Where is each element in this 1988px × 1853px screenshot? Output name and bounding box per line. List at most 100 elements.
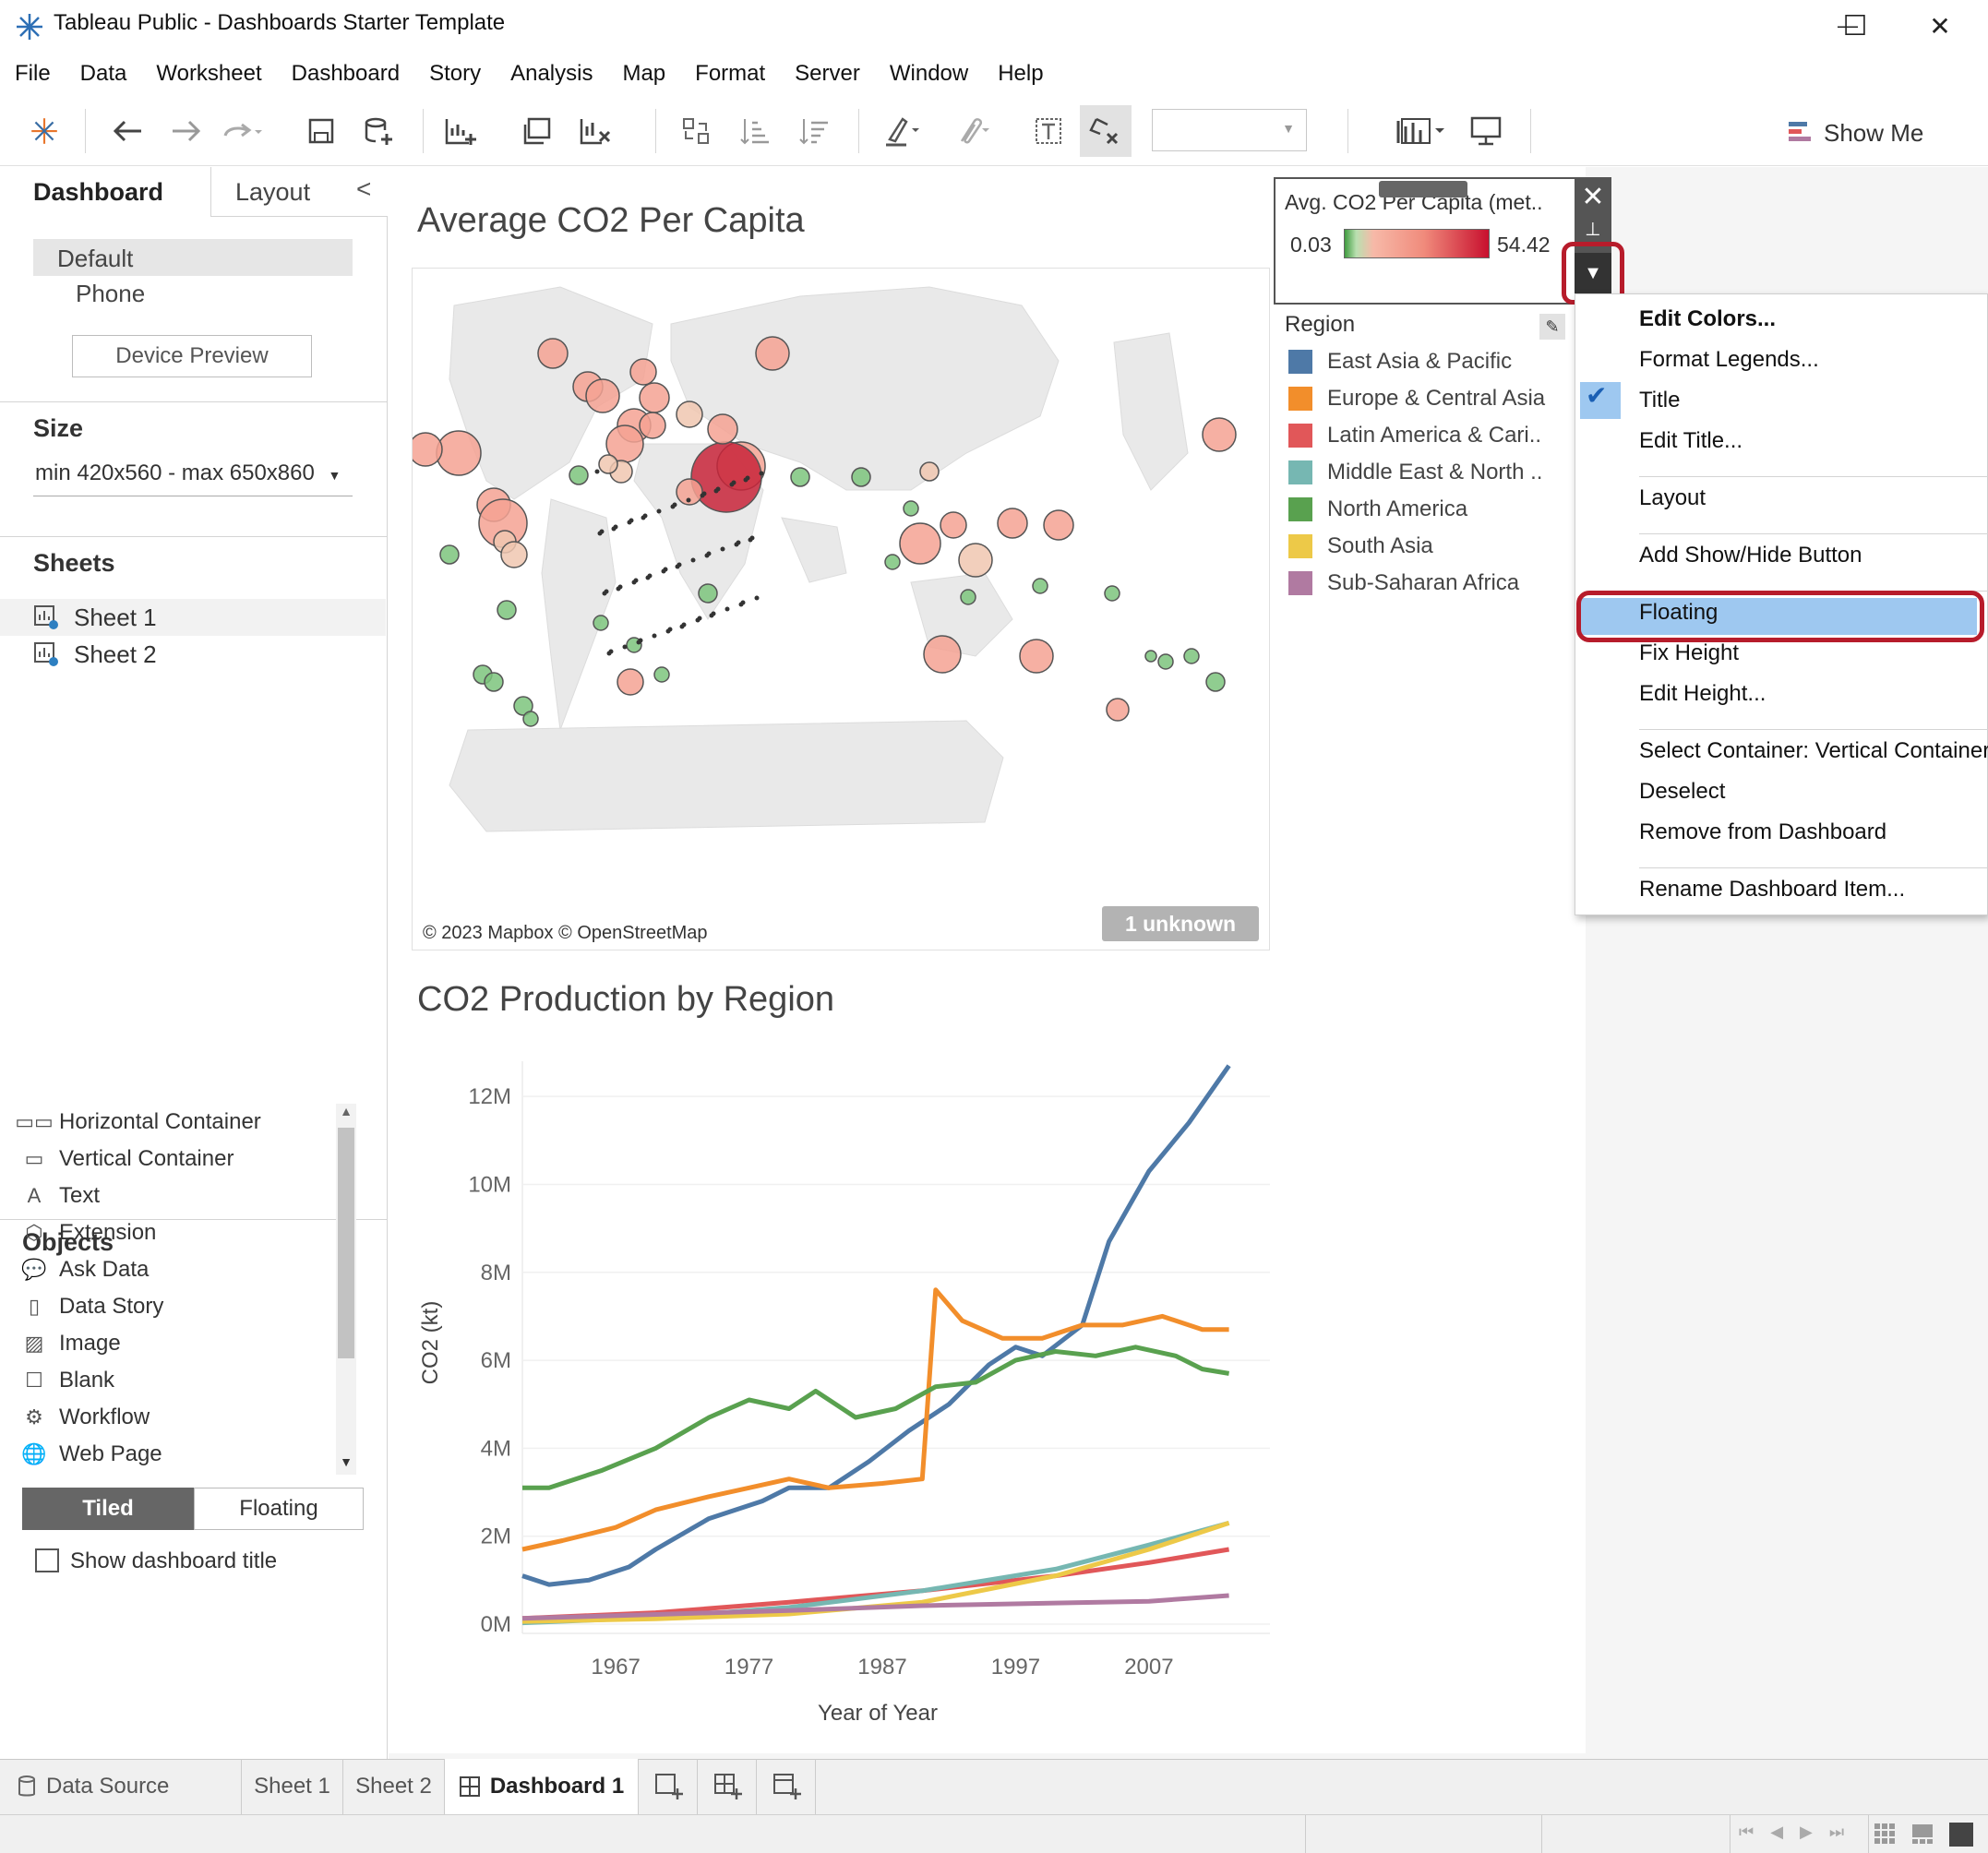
sheet-item-1[interactable]: Sheet 1 (0, 599, 386, 636)
remove-legend-icon[interactable]: ✕ (1581, 182, 1605, 212)
country-circle[interactable] (698, 583, 718, 604)
ctx-item-floating[interactable]: Floating (1639, 600, 1719, 625)
show-labels-icon[interactable] (1028, 111, 1069, 151)
country-circle[interactable] (484, 672, 504, 692)
country-circle[interactable] (513, 696, 533, 716)
country-circle[interactable] (569, 465, 589, 485)
country-dot[interactable] (695, 617, 701, 623)
country-dot[interactable] (743, 477, 748, 483)
country-circle[interactable] (903, 500, 919, 517)
ctx-item-layout[interactable]: Layout (1639, 485, 1707, 510)
country-dot[interactable] (686, 497, 691, 503)
sort-ascending-icon[interactable] (735, 111, 775, 151)
object-blank[interactable]: ☐ Blank (22, 1362, 336, 1399)
country-dot[interactable] (631, 580, 637, 585)
series-line-east-asia-pacific[interactable] (521, 1064, 1231, 1587)
country-dot[interactable] (645, 575, 651, 580)
object-workflow[interactable]: ⚙ Workflow (22, 1399, 336, 1436)
scroll-down-icon[interactable]: ▼ (340, 1454, 353, 1469)
series-line-south-asia[interactable] (521, 1521, 1230, 1624)
country-circle[interactable] (593, 615, 609, 631)
country-dot[interactable] (729, 482, 735, 487)
menu-data[interactable]: Data (79, 61, 127, 86)
country-circle[interactable] (919, 461, 940, 482)
country-circle[interactable] (653, 666, 670, 683)
legend-item[interactable]: Sub-Saharan Africa (1288, 565, 1519, 602)
tab-layout[interactable]: Layout (210, 167, 388, 217)
legend-item[interactable]: East Asia & Pacific (1288, 343, 1512, 380)
clear-sheet-icon[interactable] (576, 111, 617, 151)
undo-icon[interactable] (107, 111, 148, 151)
size-dropdown[interactable]: min 420x560 - max 650x860 ▼ (35, 460, 341, 486)
country-circle[interactable] (1183, 648, 1200, 664)
sort-descending-icon[interactable] (794, 111, 834, 151)
sheet-item-2[interactable]: Sheet 2 (0, 636, 386, 673)
device-preview-button[interactable]: Device Preview (72, 335, 312, 377)
tiled-button[interactable]: Tiled (22, 1488, 194, 1530)
country-dot[interactable] (611, 526, 617, 532)
country-dot[interactable] (665, 628, 671, 634)
sheet-navigation-icons[interactable]: ⏮◀▶⏭ (1739, 1823, 1862, 1841)
country-circle[interactable] (1032, 578, 1048, 594)
fix-axes-icon[interactable] (1080, 105, 1132, 157)
country-dot[interactable] (709, 613, 714, 618)
country-dot[interactable] (602, 591, 607, 596)
country-circle[interactable] (690, 441, 762, 513)
country-dot[interactable] (597, 531, 603, 536)
country-circle[interactable] (1157, 653, 1174, 670)
highlight-icon[interactable] (880, 111, 921, 151)
country-circle[interactable] (940, 511, 967, 539)
ctx-item-deselect[interactable]: Deselect (1639, 779, 1726, 804)
tab-sheet-2[interactable]: Sheet 2 (343, 1759, 445, 1814)
country-circle[interactable] (1019, 639, 1054, 674)
tableau-home-icon[interactable] (24, 111, 65, 151)
scroll-up-icon[interactable]: ▲ (340, 1104, 353, 1118)
pin-icon[interactable]: ⊥ (1585, 220, 1601, 240)
object-text[interactable]: A Text (22, 1178, 336, 1214)
map-attribution[interactable]: © 2023 Mapbox © OpenStreetMap (419, 921, 712, 946)
country-circle[interactable] (755, 336, 790, 371)
country-circle[interactable] (1144, 650, 1157, 663)
tab-sheet-1[interactable]: Sheet 1 (242, 1759, 343, 1814)
country-dot[interactable] (734, 542, 739, 547)
country-dot[interactable] (616, 586, 621, 592)
country-circle[interactable] (537, 338, 569, 369)
country-circle[interactable] (958, 543, 993, 578)
new-dashboard-tab-icon[interactable] (698, 1759, 757, 1814)
country-circle[interactable] (639, 412, 666, 439)
ctx-item-format-legends[interactable]: Format Legends... (1639, 347, 1819, 372)
country-circle[interactable] (629, 358, 657, 386)
country-dot[interactable] (690, 557, 696, 563)
menu-server[interactable]: Server (795, 61, 860, 86)
country-circle[interactable] (1202, 417, 1237, 452)
country-dot[interactable] (636, 640, 641, 645)
new-data-source-icon[interactable] (358, 111, 399, 151)
country-dot[interactable] (606, 651, 612, 656)
legend-item[interactable]: Europe & Central Asia (1288, 380, 1545, 417)
object-horizontal-container[interactable]: ▭▭ Horizontal Container (15, 1104, 336, 1141)
maximize-button[interactable]: ☐ (1827, 7, 1883, 44)
menu-dashboard[interactable]: Dashboard (291, 61, 401, 86)
drag-grip-handle[interactable] (1379, 181, 1467, 197)
series-line-sub-saharan-africa[interactable] (521, 1593, 1229, 1621)
ctx-item-remove-from-dashboard[interactable]: Remove from Dashboard (1639, 819, 1887, 844)
menu-worksheet[interactable]: Worksheet (156, 61, 262, 86)
object-extension[interactable]: ⬡ Extension (22, 1214, 336, 1251)
close-window-button[interactable]: ✕ (1912, 7, 1968, 44)
tab-data-source[interactable]: Data Source (0, 1759, 242, 1814)
sheet-sorter-icon[interactable] (1874, 1823, 1896, 1845)
country-circle[interactable] (598, 454, 618, 474)
edit-colors-icon[interactable]: ✎ (1539, 314, 1565, 340)
menu-format[interactable]: Format (695, 61, 766, 86)
country-dot[interactable] (656, 508, 662, 514)
country-dot[interactable] (725, 606, 730, 612)
ctx-item-fix-height[interactable]: Fix Height (1639, 640, 1740, 665)
ctx-item-select-container-vertical-container[interactable]: Select Container: Vertical Container (1639, 738, 1988, 763)
series-line-north-america[interactable] (522, 1345, 1230, 1490)
redo-icon[interactable] (166, 111, 207, 151)
country-circle[interactable] (676, 478, 703, 506)
unknown-indicator[interactable]: 1 unknown (1102, 906, 1259, 941)
minimize-button[interactable]: — (1820, 7, 1875, 44)
country-circle[interactable] (1104, 585, 1120, 602)
new-story-tab-icon[interactable] (757, 1759, 816, 1814)
